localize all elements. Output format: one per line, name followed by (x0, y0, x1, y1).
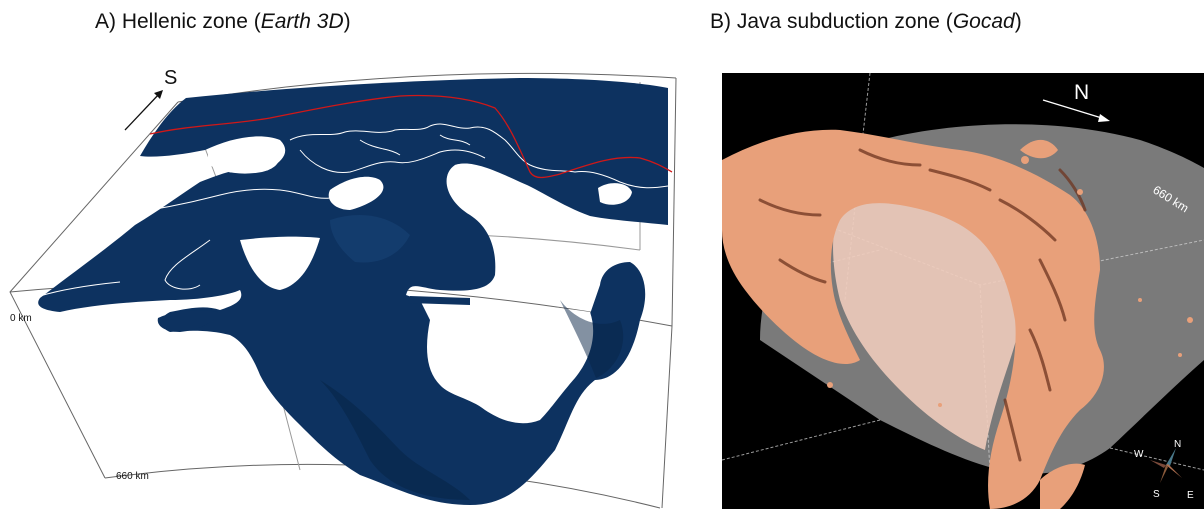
panel-a-direction-label: S (164, 67, 177, 89)
panel-b-title: B) Java subduction zone (Gocad) (710, 10, 1022, 34)
panel-b-compass-e: E (1187, 490, 1194, 501)
panel-a-title-suffix: ) (343, 10, 351, 33)
panel-b-shell (760, 124, 1204, 474)
panel-b-slab-pale (833, 184, 1025, 450)
panel-a-depth-bottom-label: 660 km (116, 471, 149, 482)
panel-b-depth-label: 660 km (1150, 183, 1191, 216)
panel-b-direction-label: N (1074, 81, 1089, 104)
panel-b-slab-shading (758, 148, 1087, 462)
panel-b-frame-lines (721, 72, 1204, 509)
panel-a-depth-top-label: 0 km (10, 313, 32, 324)
panel-b-compass-icon (1150, 448, 1182, 483)
panel-a-title-prefix: A) Hellenic zone ( (95, 10, 261, 33)
panel-b-title-prefix: B) Java subduction zone ( (710, 10, 953, 33)
panel-b-slab (722, 129, 1104, 509)
panel-a-figure: S 0 km 660 km (9, 67, 677, 509)
panel-a-trench-line (149, 94, 673, 179)
panel-a-direction-arrow (124, 90, 163, 131)
panel-b-title-suffix: ) (1014, 10, 1022, 33)
panel-b-background (722, 73, 1204, 509)
panel-b-blobs (827, 156, 1193, 407)
panel-b-compass-s: S (1153, 489, 1160, 500)
panel-b-compass-n: N (1174, 439, 1181, 450)
panel-b-compass-w: W (1134, 449, 1144, 460)
panel-a-coastlines (39, 123, 669, 297)
panel-a-slab (38, 78, 669, 505)
panel-b-title-software: Gocad (952, 10, 1015, 33)
panel-b-direction-arrow (1042, 99, 1110, 122)
panel-a-title-software: Earth 3D (260, 10, 344, 33)
panel-a-title: A) Hellenic zone (Earth 3D) (95, 10, 351, 34)
